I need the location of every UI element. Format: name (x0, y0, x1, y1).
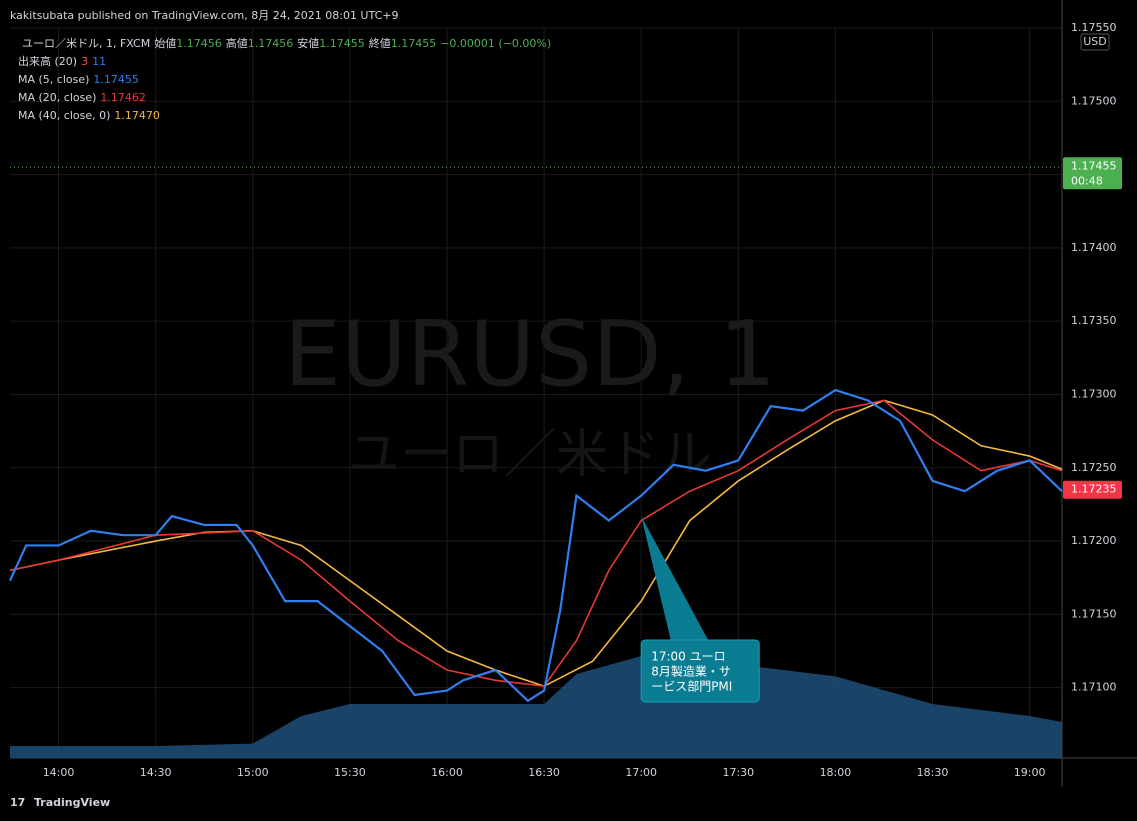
volume-area (10, 656, 1062, 758)
legend-value: 1.17462 (100, 91, 146, 104)
x-tick-label: 18:00 (820, 766, 852, 779)
x-tick-label: 17:00 (625, 766, 657, 779)
legend-entry: MA (40, close, 0) 1.17470 (18, 109, 160, 122)
legend-name: MA (40, close, 0) (18, 109, 110, 122)
y-tick-label: 1.17200 (1071, 534, 1117, 547)
callout-box (640, 639, 760, 703)
legend-volume: 出来高 (20) 3 11 (18, 54, 106, 68)
y-tick-label: 1.17500 (1071, 94, 1117, 107)
callout-text: 17:00 ユーロ (651, 650, 725, 664)
legend-entry: MA (5, close) 1.17455 (18, 73, 139, 86)
volume-value: 11 (92, 55, 106, 68)
y-tick-label: 1.17300 (1071, 387, 1117, 400)
x-tick-label: 14:00 (43, 766, 75, 779)
x-tick-label: 19:00 (1014, 766, 1046, 779)
watermark: ユーロ／米ドル (348, 425, 712, 485)
price-label: 1.17235 (1071, 483, 1117, 496)
brand-logo: 17 (10, 796, 25, 809)
price-label-box (1063, 157, 1122, 190)
ohlc-label: 高値 (226, 36, 248, 50)
ohlc-label: 終値 (369, 36, 391, 50)
legend-name: MA (20, close) (18, 91, 96, 104)
change: −0.00001 (−0.00%) (440, 37, 551, 50)
y-tick-label: 1.17100 (1071, 681, 1117, 694)
legend-value: 1.17455 (93, 73, 139, 86)
legend-symbol: ユーロ／米ドル, 1, FXCM 始値1.17456 高値1.17456 安値1.17… (22, 36, 551, 50)
callout-text: ービス部門PMI (651, 679, 732, 694)
x-tick-label: 18:30 (917, 766, 949, 779)
ohlc-value: 1.17455 (319, 37, 365, 50)
currency-box (1080, 33, 1110, 51)
volume-name: 出来高 (20) (18, 54, 77, 68)
symbol: ユーロ／米ドル, 1, FXCM (22, 37, 150, 50)
x-tick-label: 17:30 (722, 766, 754, 779)
ma-line (9, 399, 1063, 688)
x-tick-label: 16:00 (431, 766, 463, 779)
price-label-box (1063, 480, 1122, 499)
ohlc-value: 1.17456 (248, 37, 294, 50)
legend-entry: MA (20, close) 1.17462 (18, 91, 146, 104)
price-label-time: 00:48 (1071, 174, 1103, 187)
x-tick-label: 15:30 (334, 766, 366, 779)
y-tick-label: 1.17550 (1071, 21, 1117, 34)
footer-brand: TradingView (34, 796, 110, 809)
y-tick-label: 1.17400 (1071, 241, 1117, 254)
legend-value: 1.17470 (114, 109, 160, 122)
ohlc-value: 1.17456 (176, 37, 222, 50)
ohlc-label: 安値 (297, 36, 319, 50)
callout-text: 8月製造業・サ (651, 665, 731, 679)
volume-value: 3 (81, 55, 88, 68)
ohlc-label: 始値 (154, 36, 176, 50)
x-tick-label: 16:30 (528, 766, 560, 779)
currency: USD (1083, 35, 1107, 48)
y-tick-label: 1.17350 (1071, 314, 1117, 327)
x-tick-label: 14:30 (140, 766, 172, 779)
x-tick-label: 15:00 (237, 766, 269, 779)
y-tick-label: 1.17150 (1071, 607, 1117, 620)
callout-pointer (641, 516, 710, 642)
watermark: EURUSD, 1 (284, 302, 776, 407)
ma-line (9, 388, 1063, 703)
ohlc-value: 1.17455 (391, 37, 437, 50)
y-tick-label: 1.17250 (1071, 461, 1117, 474)
price-label: 1.17455 (1071, 159, 1117, 172)
published: kakitsubata published on TradingView.com… (10, 9, 398, 22)
legend-name: MA (5, close) (18, 73, 89, 86)
